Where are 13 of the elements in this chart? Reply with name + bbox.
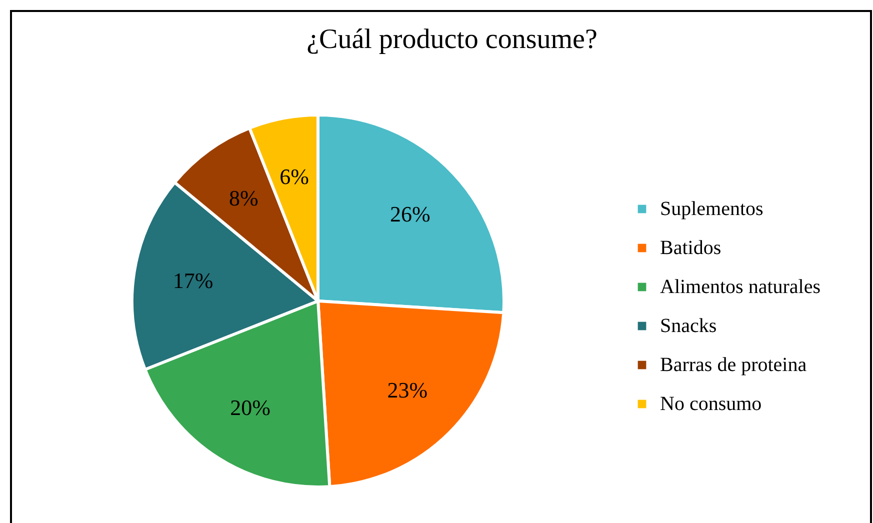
legend-label: No consumo <box>660 393 762 415</box>
data-label: 23% <box>387 377 428 402</box>
legend-label: Batidos <box>660 237 722 259</box>
legend-label: Snacks <box>660 315 717 337</box>
legend-label: Alimentos naturales <box>660 276 821 298</box>
chart-title: ¿Cuál producto consume? <box>306 24 598 55</box>
data-label: 26% <box>390 201 430 226</box>
legend-label: Suplementos <box>660 198 764 220</box>
data-label: 8% <box>228 186 258 211</box>
legend-label: Barras de proteina <box>660 354 807 376</box>
data-label: 6% <box>280 164 309 189</box>
data-label: 20% <box>230 394 270 420</box>
data-label: 17% <box>172 268 214 294</box>
